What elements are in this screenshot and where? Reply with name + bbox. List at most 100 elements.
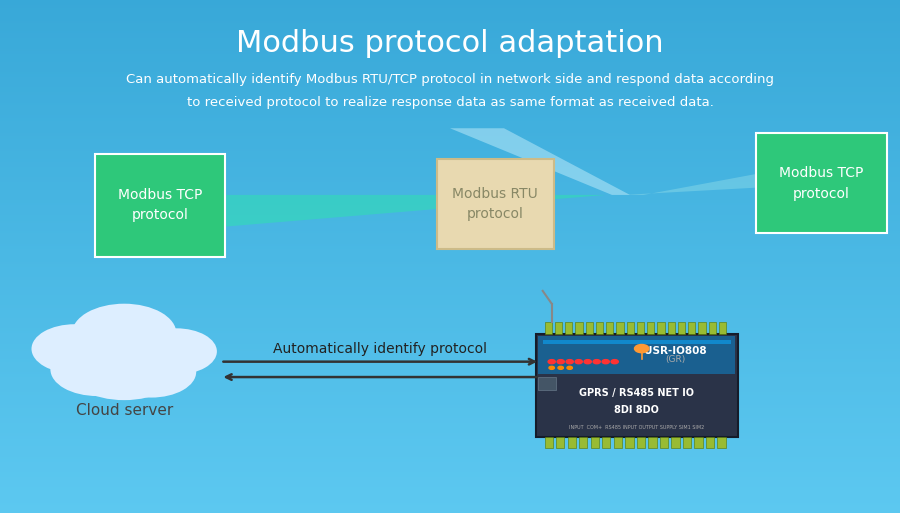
Bar xyxy=(0,121,900,123)
FancyBboxPatch shape xyxy=(579,437,588,448)
Bar xyxy=(0,459,900,462)
Bar xyxy=(0,362,900,364)
Bar xyxy=(0,436,900,439)
Bar xyxy=(0,223,900,226)
Bar xyxy=(0,285,900,287)
FancyBboxPatch shape xyxy=(602,437,610,448)
Bar xyxy=(0,313,900,315)
Bar xyxy=(0,480,900,482)
Bar xyxy=(0,372,900,374)
Bar xyxy=(0,131,900,133)
FancyBboxPatch shape xyxy=(626,437,634,448)
Bar xyxy=(0,492,900,495)
FancyBboxPatch shape xyxy=(626,322,634,334)
FancyBboxPatch shape xyxy=(683,437,691,448)
Bar xyxy=(0,310,900,313)
Bar xyxy=(0,21,900,23)
Bar xyxy=(0,44,900,46)
Bar xyxy=(0,380,900,382)
Circle shape xyxy=(549,366,554,369)
FancyBboxPatch shape xyxy=(708,322,716,334)
Bar xyxy=(0,28,900,31)
Bar xyxy=(0,54,900,56)
Circle shape xyxy=(584,360,591,364)
Bar xyxy=(0,398,900,400)
Bar xyxy=(0,64,900,67)
FancyBboxPatch shape xyxy=(657,322,664,334)
Bar xyxy=(0,15,900,18)
Bar xyxy=(0,0,900,3)
Bar xyxy=(0,357,900,359)
Bar xyxy=(0,18,900,21)
Bar xyxy=(0,167,900,169)
FancyBboxPatch shape xyxy=(695,437,703,448)
Bar xyxy=(0,321,900,323)
Bar xyxy=(0,77,900,80)
Circle shape xyxy=(611,360,618,364)
Bar xyxy=(0,390,900,392)
Bar xyxy=(0,241,900,244)
Circle shape xyxy=(558,366,563,369)
Text: Modbus TCP
protocol: Modbus TCP protocol xyxy=(779,166,863,201)
FancyBboxPatch shape xyxy=(606,322,614,334)
Bar xyxy=(0,272,900,274)
Bar xyxy=(0,485,900,487)
Bar xyxy=(0,38,900,41)
Circle shape xyxy=(106,346,196,398)
Bar xyxy=(0,136,900,139)
FancyBboxPatch shape xyxy=(668,322,675,334)
FancyBboxPatch shape xyxy=(616,322,624,334)
Bar xyxy=(0,113,900,115)
FancyBboxPatch shape xyxy=(648,437,657,448)
Bar xyxy=(0,315,900,318)
Bar xyxy=(0,174,900,177)
Text: Modbus protocol adaptation: Modbus protocol adaptation xyxy=(236,29,664,58)
Bar xyxy=(0,431,900,433)
Polygon shape xyxy=(450,128,630,195)
Bar xyxy=(0,51,900,54)
Bar xyxy=(0,133,900,136)
Bar xyxy=(0,292,900,295)
Circle shape xyxy=(72,304,176,363)
Bar xyxy=(0,475,900,477)
Bar xyxy=(0,454,900,457)
Bar xyxy=(0,149,900,151)
Bar xyxy=(0,328,900,331)
Bar xyxy=(0,418,900,421)
Bar xyxy=(0,31,900,33)
Circle shape xyxy=(567,366,572,369)
Bar xyxy=(0,185,900,187)
FancyBboxPatch shape xyxy=(575,322,582,334)
Bar xyxy=(0,213,900,215)
Bar xyxy=(0,90,900,92)
Circle shape xyxy=(136,328,217,374)
Bar xyxy=(0,290,900,292)
Bar xyxy=(0,428,900,431)
Bar xyxy=(0,221,900,223)
FancyBboxPatch shape xyxy=(554,322,562,334)
Bar xyxy=(0,387,900,390)
Bar xyxy=(0,249,900,251)
Bar xyxy=(0,154,900,156)
Bar xyxy=(0,36,900,38)
Bar xyxy=(0,505,900,508)
Bar xyxy=(0,439,900,441)
FancyBboxPatch shape xyxy=(543,340,731,344)
Circle shape xyxy=(32,324,118,373)
FancyBboxPatch shape xyxy=(678,322,685,334)
Bar xyxy=(0,13,900,15)
Bar xyxy=(0,10,900,13)
Bar xyxy=(0,144,900,146)
Bar xyxy=(0,498,900,500)
Bar xyxy=(0,487,900,490)
Text: Modbus RTU
protocol: Modbus RTU protocol xyxy=(452,187,538,221)
FancyBboxPatch shape xyxy=(538,336,735,374)
Bar xyxy=(0,369,900,372)
Bar xyxy=(0,374,900,377)
Bar xyxy=(0,95,900,97)
Bar xyxy=(0,156,900,159)
Bar xyxy=(0,339,900,341)
Bar xyxy=(0,200,900,203)
Bar xyxy=(0,139,900,141)
Bar xyxy=(0,477,900,480)
